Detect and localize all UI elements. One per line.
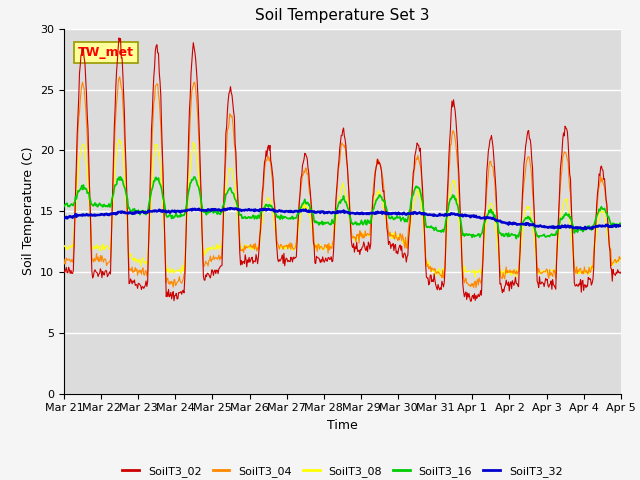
SoilT3_32 [70,214,78,219]
Legend: SoilT3_02, SoilT3_04, SoilT3_08, SoilT3_16, SoilT3_32: SoilT3_02, SoilT3_04, SoilT3_08, SoilT3_… [118,461,567,480]
SoilT3_32 [227,205,234,211]
SoilT3_32 [617,223,625,229]
Y-axis label: Soil Temperature (C): Soil Temperature (C) [22,147,35,276]
X-axis label: Time: Time [327,419,358,432]
SoilT3_02 [411,153,419,159]
Text: TW_met: TW_met [78,46,134,59]
SoilT3_16 [60,204,68,209]
SoilT3_16 [411,186,419,192]
SoilT3_08 [128,256,136,262]
SoilT3_02 [70,245,78,251]
SoilT3_02 [115,35,123,41]
SoilT3_04 [116,74,124,80]
SoilT3_16 [128,207,136,213]
SoilT3_32 [127,210,135,216]
SoilT3_02 [214,271,222,276]
Line: SoilT3_04: SoilT3_04 [64,77,621,288]
SoilT3_16 [617,221,625,227]
SoilT3_32 [214,207,221,213]
SoilT3_32 [580,226,588,232]
SoilT3_04 [411,164,419,169]
SoilT3_08 [428,268,435,274]
SoilT3_32 [428,212,435,218]
Line: SoilT3_08: SoilT3_08 [64,139,621,277]
SoilT3_02 [617,269,625,275]
SoilT3_02 [428,272,435,278]
SoilT3_08 [115,136,123,142]
SoilT3_02 [185,132,193,137]
SoilT3_16 [116,174,124,180]
SoilT3_04 [617,255,625,261]
SoilT3_08 [617,256,625,262]
SoilT3_04 [128,264,136,270]
SoilT3_16 [185,188,193,194]
SoilT3_32 [184,207,192,213]
SoilT3_08 [185,184,193,190]
SoilT3_08 [70,227,78,232]
SoilT3_16 [428,223,435,229]
SoilT3_16 [513,236,520,241]
SoilT3_32 [60,216,68,221]
Line: SoilT3_32: SoilT3_32 [64,208,621,229]
SoilT3_04 [70,238,78,244]
SoilT3_08 [513,275,520,280]
Title: Soil Temperature Set 3: Soil Temperature Set 3 [255,9,429,24]
SoilT3_08 [214,247,222,252]
SoilT3_16 [214,209,222,215]
SoilT3_02 [467,299,474,304]
SoilT3_04 [472,285,480,291]
SoilT3_16 [70,200,78,206]
SoilT3_08 [60,243,68,249]
Line: SoilT3_02: SoilT3_02 [64,38,621,301]
SoilT3_08 [411,196,419,202]
SoilT3_02 [60,268,68,274]
Line: SoilT3_16: SoilT3_16 [64,177,621,239]
SoilT3_04 [428,269,435,275]
SoilT3_04 [214,255,222,261]
SoilT3_02 [128,281,136,287]
SoilT3_32 [411,210,419,216]
SoilT3_04 [60,256,68,262]
SoilT3_04 [185,154,193,159]
